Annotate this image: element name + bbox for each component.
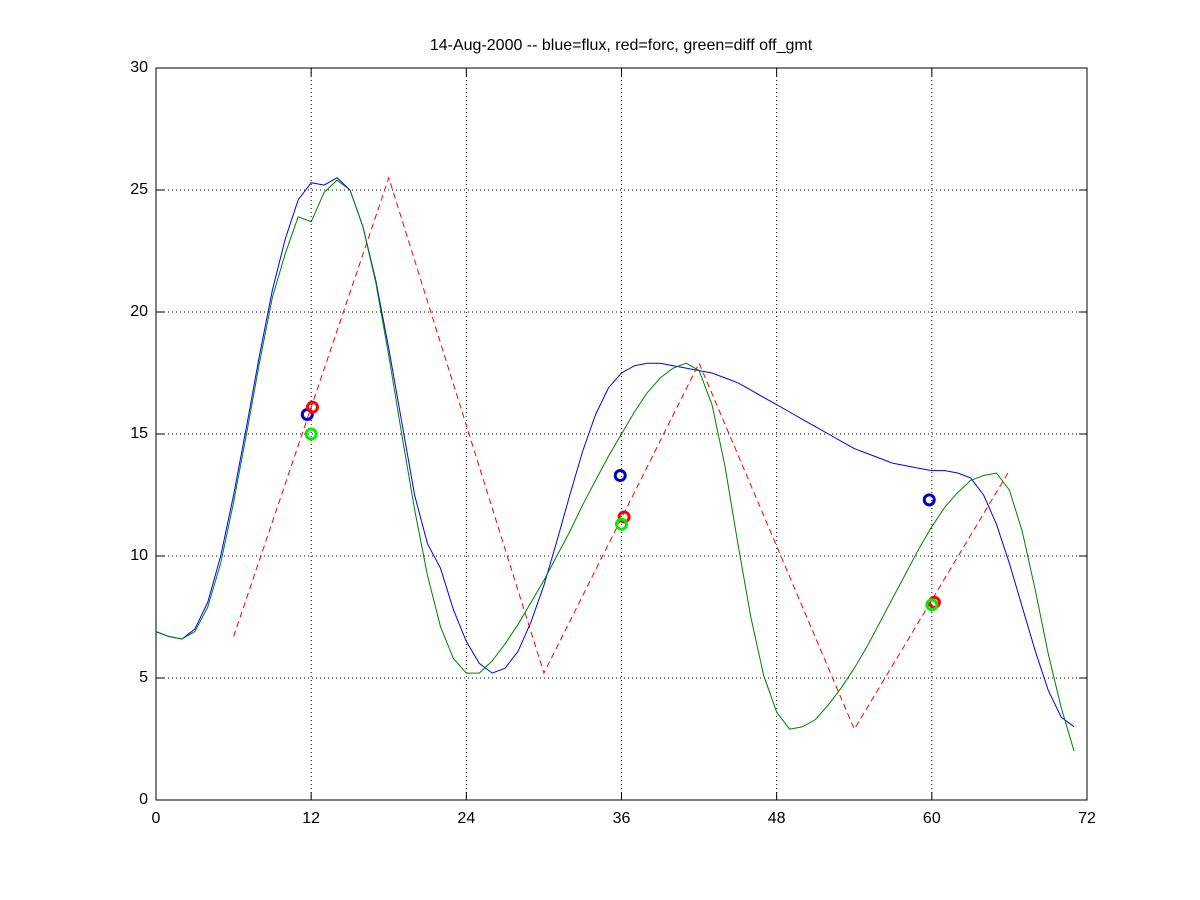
marker — [615, 517, 628, 531]
axes-box — [155, 67, 1088, 801]
marker — [925, 598, 939, 612]
marker — [305, 400, 319, 414]
y-tick-label: 5 — [139, 669, 148, 686]
marker — [304, 427, 318, 441]
x-tick-label: 60 — [923, 810, 941, 827]
marker — [927, 595, 941, 609]
chart-title: 14-Aug-2000 -- blue=flux, red=forc, gree… — [430, 37, 813, 54]
x-tick-label: 24 — [457, 810, 475, 827]
y-tick-label: 20 — [130, 303, 148, 320]
x-tick-label: 12 — [302, 810, 320, 827]
marker — [617, 510, 631, 524]
marker — [613, 468, 627, 482]
y-tick-label: 0 — [139, 791, 148, 808]
series-line — [155, 177, 1075, 728]
series-line — [155, 179, 1075, 752]
x-tick-label: 72 — [1078, 810, 1096, 827]
y-tick-label: 10 — [130, 547, 148, 564]
x-tick-label: 48 — [768, 810, 786, 827]
series-line — [233, 176, 1010, 731]
x-tick-label: 0 — [152, 810, 161, 827]
y-tick-label: 30 — [130, 59, 148, 76]
y-tick-label: 25 — [130, 181, 148, 198]
marker — [922, 493, 936, 507]
y-tick-label: 15 — [130, 425, 148, 442]
x-tick-label: 36 — [613, 810, 631, 827]
